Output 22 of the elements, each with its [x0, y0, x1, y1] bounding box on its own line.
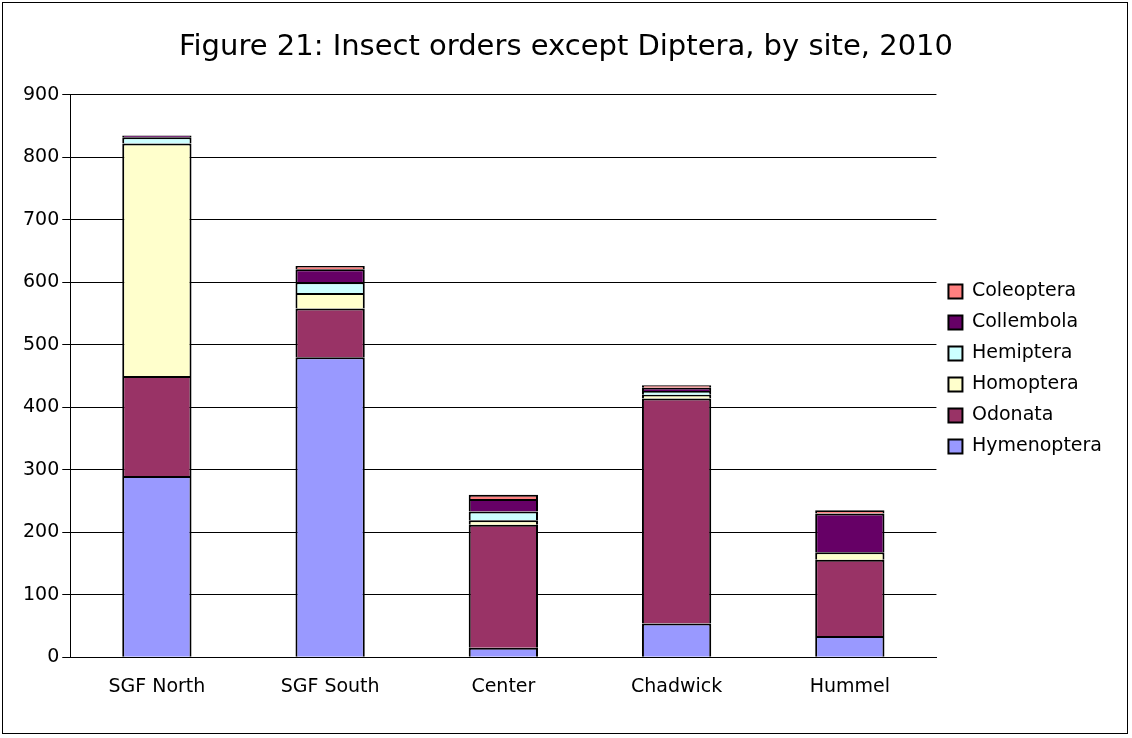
chart-title: Figure 21: Insect orders except Diptera, by site, 2010	[178, 27, 954, 62]
x-tick-label: Center	[471, 673, 536, 696]
legend-label: Hemiptera	[971, 340, 1073, 363]
y-tick-label: 0	[47, 644, 60, 667]
y-tick-label: 400	[23, 394, 60, 417]
y-tick-label: 500	[23, 331, 60, 354]
x-tick-label: Hummel	[809, 673, 890, 696]
legend-label: Homoptera	[971, 371, 1079, 394]
x-tick-label: Chadwick	[630, 673, 723, 696]
legend-label: Odonata	[971, 402, 1054, 425]
y-tick-label: 100	[23, 581, 60, 604]
x-tick-label: SGF South	[280, 673, 380, 696]
y-tick-label: 300	[23, 456, 60, 479]
y-tick-label: 200	[23, 519, 60, 542]
legend-label: Collembola	[971, 309, 1079, 332]
legend-label: Coleoptera	[971, 278, 1077, 301]
y-tick-label: 800	[23, 144, 60, 167]
y-tick-label: 600	[23, 269, 60, 292]
y-tick-label: 700	[23, 206, 60, 229]
legend-label: Hymenoptera	[971, 433, 1103, 456]
y-tick-label: 900	[23, 81, 60, 104]
x-tick-label: SGF North	[108, 673, 206, 696]
